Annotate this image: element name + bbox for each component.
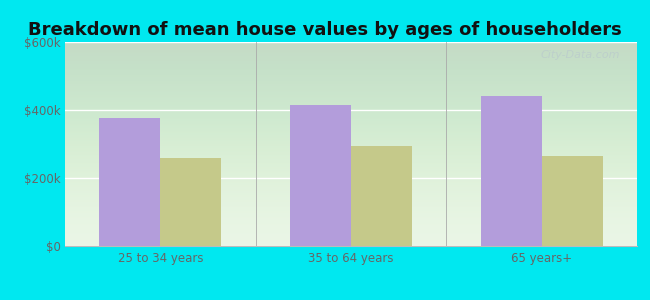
Text: City-Data.com: City-Data.com — [540, 50, 620, 60]
Bar — [541, 156, 603, 246]
Bar — [351, 146, 412, 246]
Bar — [480, 96, 541, 246]
Text: Breakdown of mean house values by ages of householders: Breakdown of mean house values by ages o… — [28, 21, 622, 39]
Bar — [161, 158, 222, 246]
Bar — [290, 105, 351, 246]
Bar — [99, 118, 161, 246]
